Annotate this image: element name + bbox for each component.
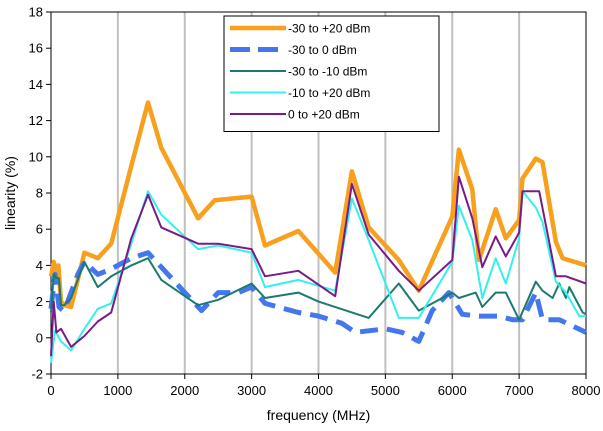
y-tick-label: 2 (36, 294, 43, 309)
x-tick-label: 4000 (304, 383, 333, 398)
x-tick-label: 7000 (505, 383, 534, 398)
x-tick-label: 5000 (371, 383, 400, 398)
x-tick-label: 8000 (572, 383, 601, 398)
x-tick-label: 2000 (170, 383, 199, 398)
x-tick-label: 6000 (438, 383, 467, 398)
x-tick-label: 0 (47, 383, 54, 398)
y-tick-label: 16 (29, 41, 43, 56)
y-tick-label: 14 (29, 77, 43, 92)
legend-label: -30 to +20 dBm (288, 22, 370, 36)
legend-label: -30 to -10 dBm (288, 65, 367, 79)
y-tick-label: -2 (31, 367, 43, 382)
y-tick-label: 18 (29, 5, 43, 20)
y-tick-label: 10 (29, 149, 43, 164)
legend-label: -30 to 0 dBm (288, 43, 357, 57)
y-axis-label: linearity (%) (2, 156, 18, 230)
data-series (48, 100, 588, 364)
y-tick-label: 4 (36, 258, 43, 273)
series-line-1 (48, 100, 587, 310)
axis-ticks: 0 1000 2000 3000 4000 5000 6000 7000 8000 -2 0 2 4 6 8… (29, 5, 601, 399)
series-line-3 (50, 257, 587, 321)
x-tick-label: 1000 (103, 383, 132, 398)
legend-label: -10 to +20 dBm (288, 86, 370, 100)
legend-box (223, 15, 440, 132)
series-line-4 (50, 190, 586, 364)
y-tick-label: 12 (29, 113, 43, 128)
x-tick-label: 3000 (237, 383, 266, 398)
y-tick-label: 0 (36, 330, 43, 345)
legend-label: 0 to +20 dBm (288, 108, 360, 122)
y-tick-label: 6 (36, 222, 43, 237)
legend: -30 to +20 dBm -30 to 0 dBm -30 to -10 dBm… (223, 15, 440, 132)
series-line-5 (50, 175, 587, 356)
y-tick-label: 8 (36, 186, 43, 201)
x-axis-label: frequency (MHz) (267, 407, 370, 423)
